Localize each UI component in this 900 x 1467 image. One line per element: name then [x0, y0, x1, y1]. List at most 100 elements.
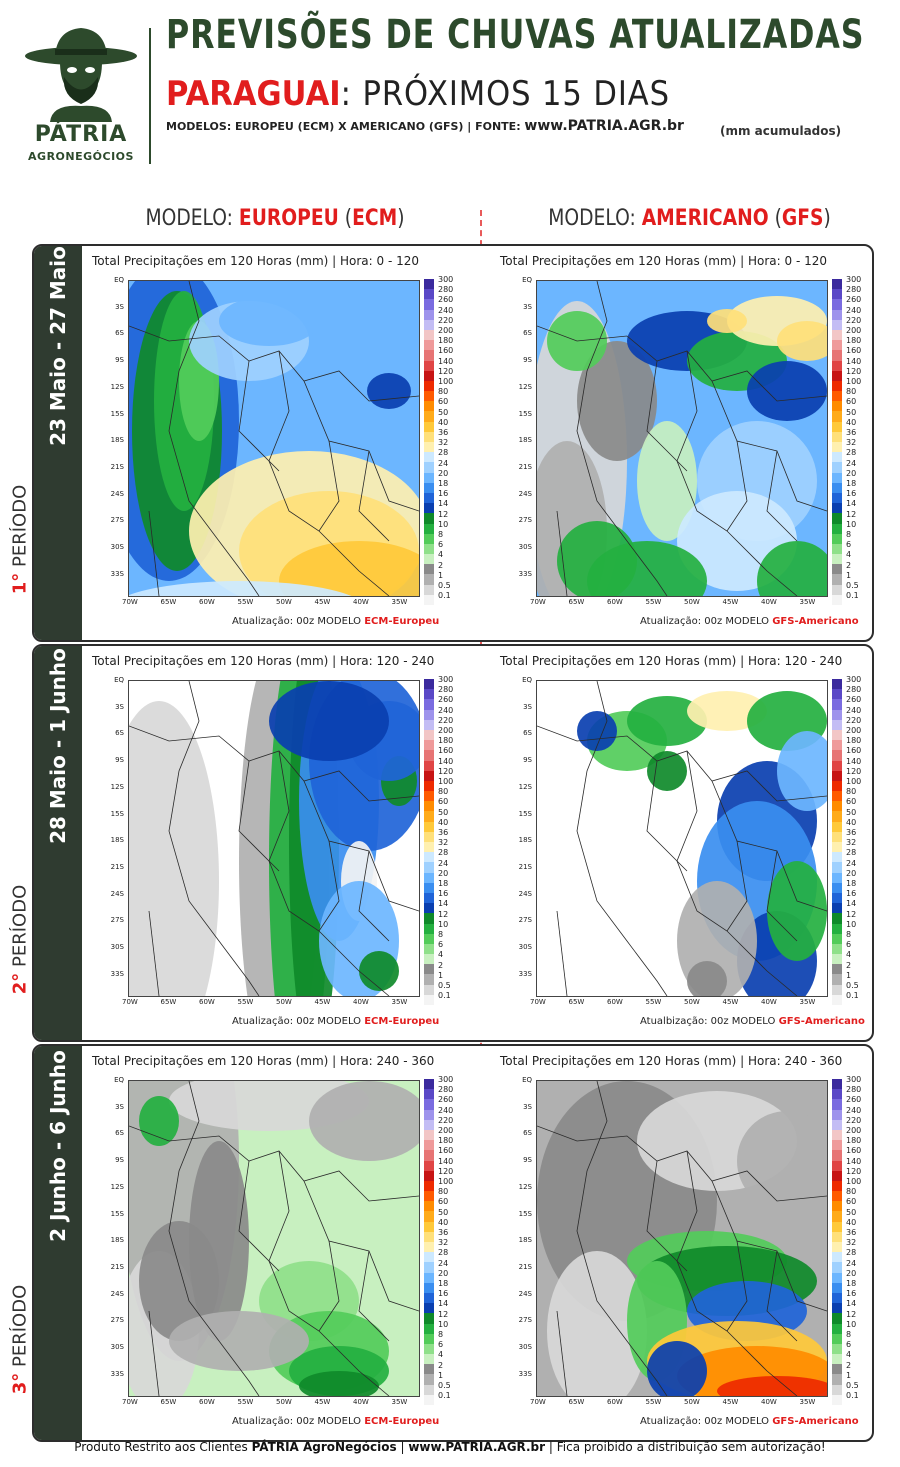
- longitude-label: 65W: [568, 998, 585, 1006]
- colorbar-swatch: [424, 923, 434, 934]
- colorbar-label: 4: [438, 950, 444, 960]
- colorbar-swatch: [424, 1374, 434, 1385]
- period-date: 2 Junho - 6 Junho: [46, 1050, 70, 1242]
- update-text: Atualização: 00z MODELO: [232, 616, 365, 627]
- colorbar-swatch: [424, 1333, 434, 1344]
- country-border: [726, 440, 748, 532]
- precipitation-area: [309, 1081, 419, 1161]
- colorbar-swatch: [424, 1150, 434, 1161]
- colorbar-swatch: [424, 299, 434, 310]
- colorbar-swatch: [832, 1394, 842, 1405]
- country-border: [676, 1150, 798, 1396]
- colorbar-swatch: [424, 584, 434, 595]
- colorbar-label: 80: [846, 787, 857, 797]
- colorbar-label: 2: [438, 560, 444, 570]
- colorbar-label: 60: [846, 1197, 857, 1207]
- colorbar: [424, 279, 434, 605]
- latitude-label: 9S: [115, 756, 124, 765]
- latitude-label: 33S: [110, 969, 124, 978]
- period-label: 1° PERÍODO: [10, 484, 31, 594]
- colorbar-swatch: [832, 401, 842, 412]
- colorbar-swatch: [832, 554, 842, 565]
- colorbar-label: 28: [846, 448, 857, 458]
- colorbar-label: 18: [846, 479, 857, 489]
- colorbar-label: 18: [438, 1279, 449, 1289]
- longitude-label: 60W: [199, 598, 215, 606]
- colorbar-label: 180: [846, 336, 862, 346]
- colorbar-swatch: [424, 791, 434, 802]
- precipitation-area: [767, 861, 827, 961]
- colorbar-label: 12: [438, 1309, 449, 1319]
- colorbar-label: 32: [846, 438, 857, 448]
- colorbar-swatch: [832, 801, 842, 812]
- colorbar-label: 4: [846, 950, 852, 960]
- latitude-label: 15S: [110, 409, 124, 418]
- colorbar-swatch: [424, 811, 434, 822]
- colorbar-swatch: [832, 1231, 842, 1242]
- colorbar-swatch: [832, 1313, 842, 1324]
- latitude-label: 33S: [518, 969, 532, 978]
- colorbar-label: 8: [438, 1330, 444, 1340]
- latitude-label: 30S: [110, 1343, 124, 1351]
- units-label: (mm acumulados): [720, 124, 842, 138]
- colorbar-swatch: [832, 391, 842, 402]
- farmer-logo-icon: [25, 28, 137, 122]
- colorbar-swatch: [424, 594, 434, 605]
- country-border: [318, 1240, 340, 1332]
- colorbar-label: 16: [438, 489, 449, 499]
- colorbar-label: 24: [846, 1258, 857, 1268]
- colorbar-swatch: [832, 913, 842, 924]
- colorbar-label: 32: [846, 838, 857, 848]
- colorbar-label: 300: [438, 1075, 454, 1084]
- precipitation-area: [129, 581, 352, 596]
- colorbar-swatch: [424, 943, 434, 955]
- colorbar-label: 28: [438, 448, 449, 458]
- colorbar-swatch: [424, 1282, 434, 1293]
- colorbar-swatch: [832, 994, 842, 1005]
- colorbar-label: 14: [846, 499, 857, 509]
- colorbar-label: 20: [438, 868, 449, 878]
- colorbar-label: 300: [846, 1075, 862, 1084]
- colorbar-swatch: [424, 954, 434, 965]
- colorbar-label: 36: [438, 1228, 449, 1238]
- colorbar-swatch: [832, 933, 842, 944]
- colorbar-label: 240: [846, 1105, 862, 1115]
- period-number: 1°: [9, 572, 31, 594]
- precipitation-area: [707, 309, 747, 333]
- latitude-label: EQ: [522, 276, 532, 284]
- colorbar-label: 160: [438, 746, 454, 756]
- header-divider: [149, 28, 151, 164]
- colorbar-label: 300: [846, 675, 862, 684]
- colorbar-swatch: [424, 1384, 434, 1395]
- colorbar-label: 140: [438, 756, 454, 766]
- colorbar-label: 300: [846, 275, 862, 284]
- longitude-label: 65W: [568, 598, 585, 606]
- colorbar-swatch: [424, 370, 434, 381]
- colorbar-swatch: [832, 709, 842, 720]
- longitude-label: 70W: [530, 598, 546, 606]
- model-name: ECM-Europeu: [364, 1016, 440, 1027]
- colorbar-label: 2: [438, 960, 444, 970]
- longitude-label: 55W: [237, 998, 254, 1006]
- colorbar-label: 180: [846, 1136, 862, 1146]
- colorbar-label: 20: [846, 468, 857, 478]
- colorbar-swatch: [832, 791, 842, 802]
- colorbar-swatch: [832, 903, 842, 914]
- colorbar-label: 16: [438, 889, 449, 899]
- period-date-tab: [34, 1046, 82, 1440]
- latitude-label: 6S: [115, 729, 124, 738]
- period-label: 3° PERÍODO: [10, 1284, 31, 1394]
- colorbar-label: 240: [438, 705, 454, 715]
- update-text: Atualização: 00z MODELO: [232, 1416, 365, 1427]
- model-name: GFS-Americano: [778, 1016, 865, 1027]
- colorbar-label: 0.1: [438, 991, 451, 1001]
- map-title: Total Precipitações em 120 Horas (mm) | …: [500, 654, 843, 668]
- colorbar: [832, 279, 842, 605]
- colorbar-label: 1: [438, 1370, 444, 1380]
- colorbar-label: 260: [438, 295, 454, 305]
- colorbar-swatch: [832, 1242, 842, 1253]
- country-border: [168, 1081, 260, 1396]
- latitude-label: 33S: [110, 1369, 124, 1378]
- colorbar-swatch: [424, 1231, 434, 1242]
- colorbar-label: 10: [846, 1319, 857, 1329]
